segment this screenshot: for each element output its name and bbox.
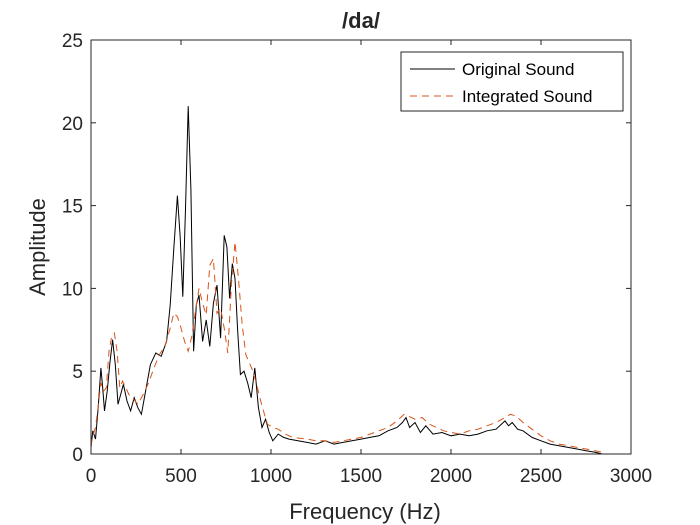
chart-title: /da/ (342, 8, 380, 33)
legend-label-original: Original Sound (462, 60, 574, 79)
y-tick-label: 20 (62, 114, 83, 135)
legend-box (400, 51, 624, 112)
series-line-integrated-sound (90, 241, 603, 453)
x-tick-label: 2500 (520, 466, 562, 487)
x-tick-label: 1000 (250, 466, 292, 487)
x-tick-label: 2000 (430, 466, 472, 487)
x-tick-label: 500 (165, 466, 197, 487)
y-axis-label: Amplitude (25, 198, 50, 296)
legend: Original Sound Integrated Sound (400, 51, 624, 112)
y-tick-label: 15 (62, 197, 83, 218)
series-lines (90, 106, 603, 455)
x-tick-label: 1500 (340, 466, 382, 487)
legend-label-integrated: Integrated Sound (462, 87, 592, 106)
x-tick-label: 0 (86, 466, 97, 487)
y-tick-label: 0 (72, 445, 83, 466)
axis-ticks: 0 500 1000 1500 2000 2500 3000 0 5 10 15 20 25 (62, 31, 652, 487)
y-tick-label: 5 (72, 362, 83, 383)
y-tick-label: 25 (62, 31, 83, 52)
x-axis-label: Frequency (Hz) (289, 499, 441, 524)
x-tick-label: 3000 (610, 466, 652, 487)
y-tick-label: 10 (62, 279, 83, 300)
series-line-original-sound (90, 106, 603, 455)
